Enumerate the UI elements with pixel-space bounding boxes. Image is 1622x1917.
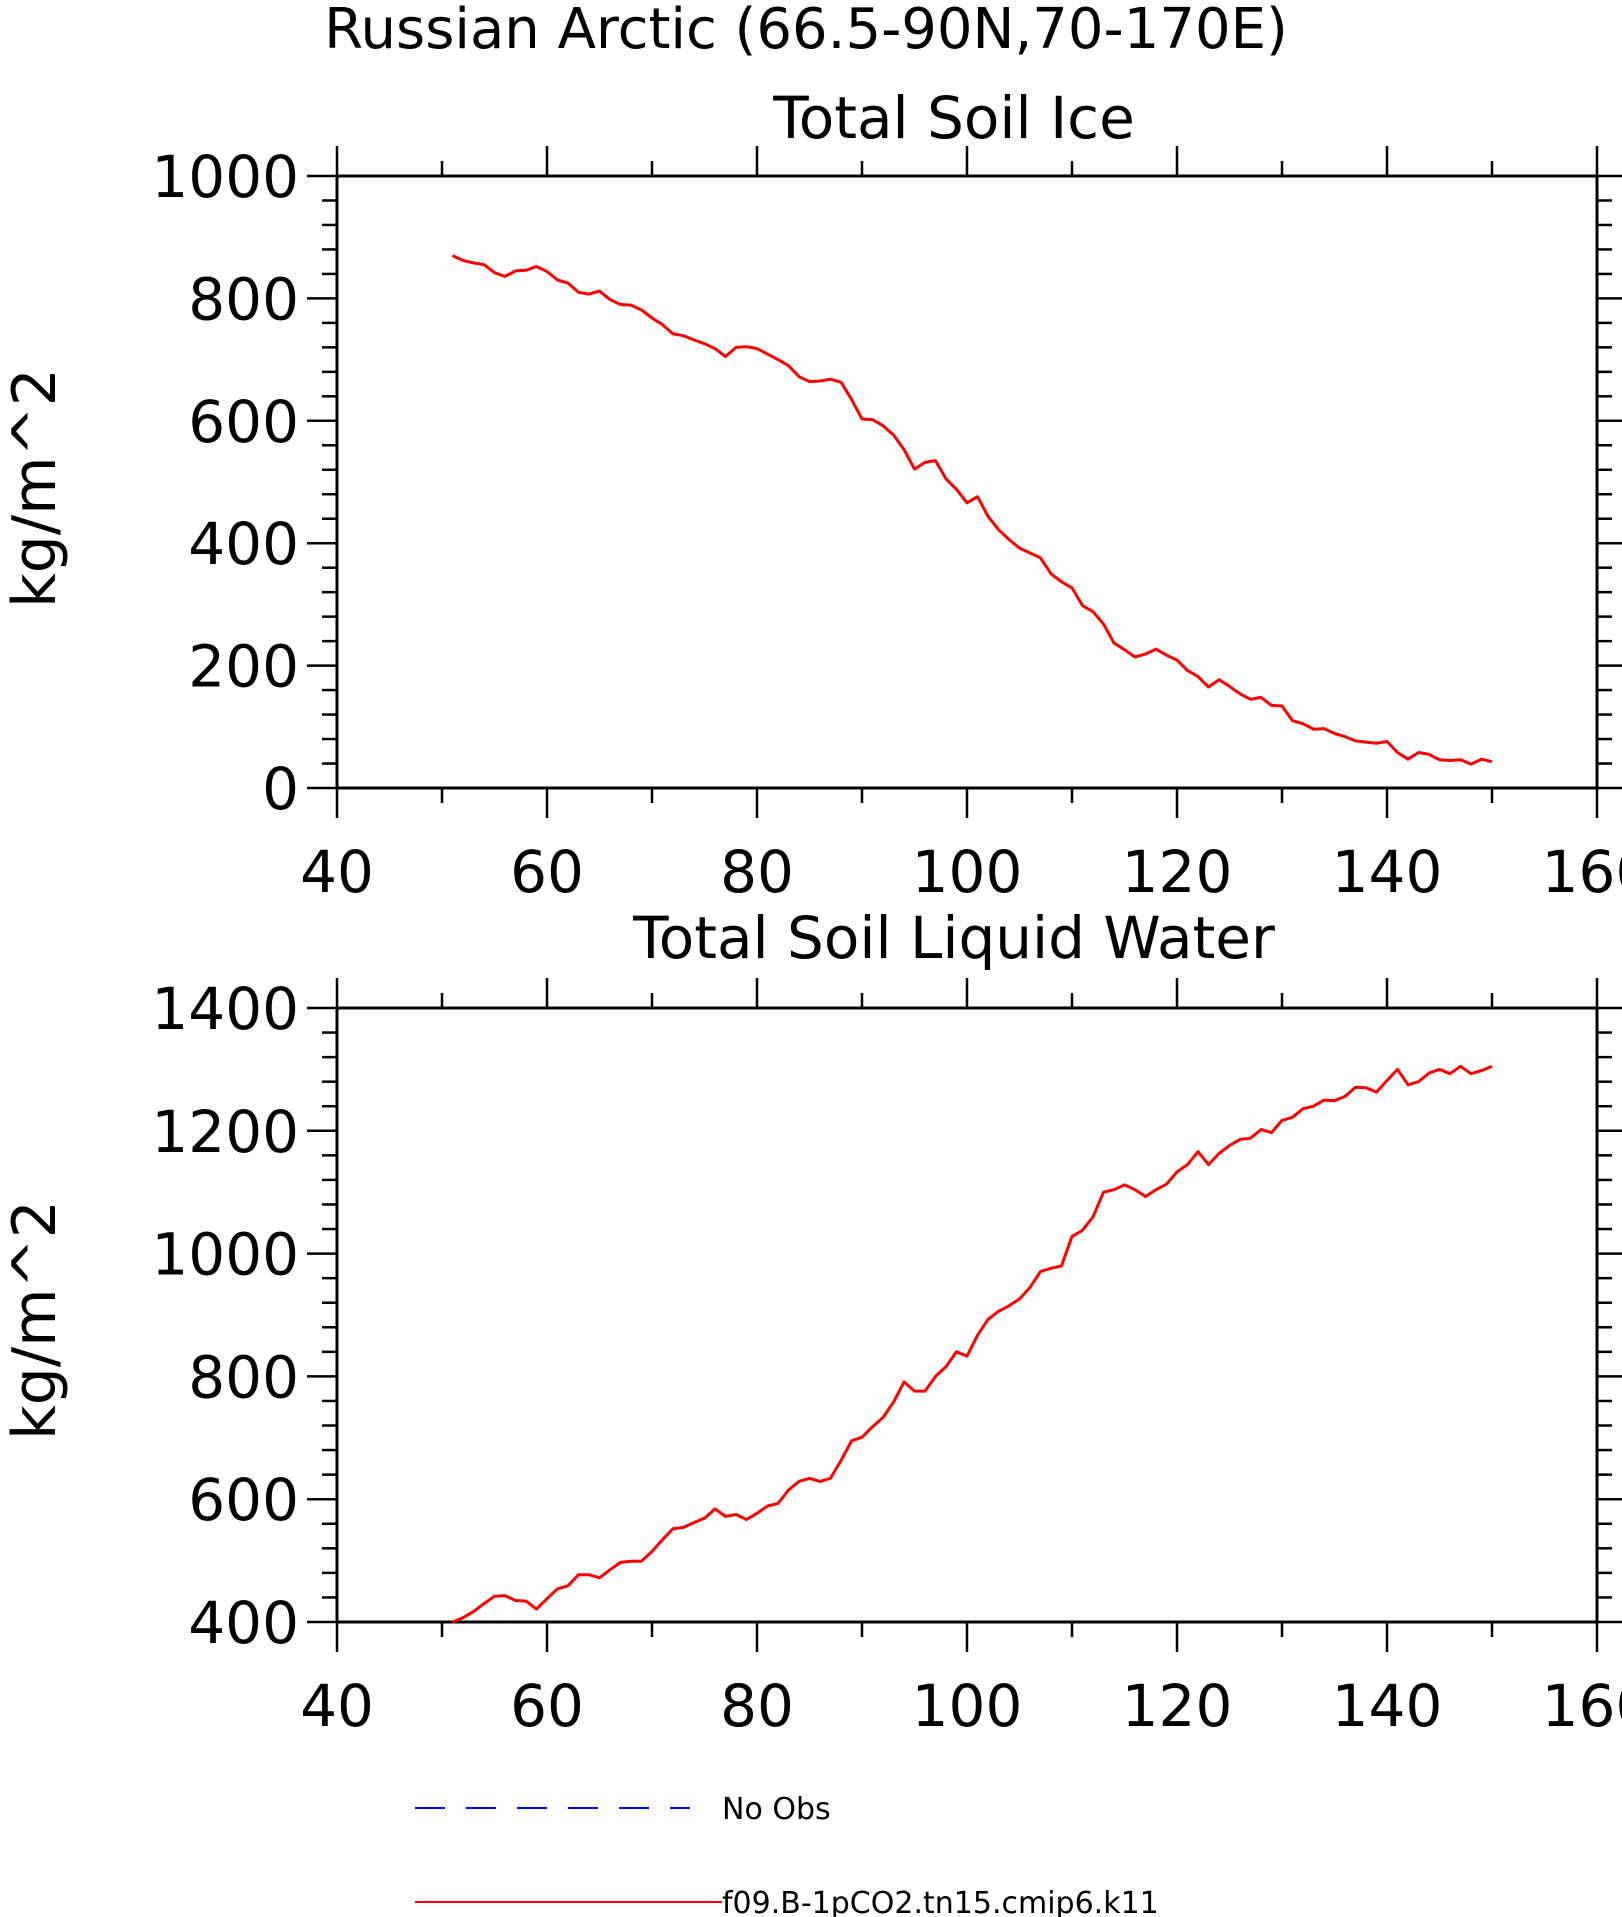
- panel-total-soil-liquid-water: Total Soil Liquid Water kg/m^2 40 60 80 100…: [0, 904, 1622, 1740]
- y-tick-label: 0: [262, 755, 299, 823]
- y-tick-label: 1000: [151, 1221, 299, 1289]
- y-tick-label: 400: [188, 510, 299, 578]
- x-tick-label: 40: [300, 838, 374, 906]
- ticks-soil-ice: [307, 146, 1622, 818]
- x-tick-label: 80: [720, 1672, 794, 1740]
- x-tick-label: 40: [300, 1672, 374, 1740]
- y-axis-label-soil-ice: kg/m^2: [0, 368, 70, 608]
- panel-title-soil-ice: Total Soil Ice: [772, 84, 1135, 152]
- x-tick-label: 140: [1332, 1672, 1443, 1740]
- tick-labels-soil-liquid-water: 40 60 80 100 120 140 160 400 600 800 1000 1200 1400: [151, 975, 1622, 1740]
- x-tick-label: 120: [1122, 1672, 1233, 1740]
- tick-labels-soil-ice: 40 60 80 100 120 140 160 0 200 400 600 800 1000: [151, 143, 1622, 906]
- x-tick-label: 60: [510, 1672, 584, 1740]
- x-tick-label: 120: [1122, 838, 1233, 906]
- x-tick-label: 160: [1542, 838, 1622, 906]
- series-line: [451, 254, 1493, 766]
- panel-total-soil-ice: Total Soil Ice kg/m^2 40 60 80 100 120 140 16 0…: [0, 84, 1622, 906]
- y-tick-label: 200: [188, 633, 299, 701]
- series-group-soil-liquid-water: [451, 1064, 1493, 1624]
- x-tick-label: 60: [510, 838, 584, 906]
- ticks-soil-liquid-water: [307, 978, 1622, 1652]
- x-tick-label: 100: [912, 1672, 1023, 1740]
- x-tick-label: 80: [720, 838, 794, 906]
- y-tick-label: 600: [188, 1466, 299, 1534]
- series-group-soil-ice: [451, 254, 1493, 766]
- legend-label-model: f09.B-1pCO2.tn15.cmip6.k11: [722, 1886, 1159, 1917]
- figure-title: Russian Arctic (66.5-90N,70-170E): [324, 0, 1288, 62]
- legend-label-no-obs: No Obs: [722, 1792, 831, 1827]
- y-tick-label: 1000: [151, 143, 299, 211]
- y-tick-label: 400: [188, 1589, 299, 1657]
- y-tick-label: 1400: [151, 975, 299, 1043]
- y-tick-label: 800: [188, 265, 299, 333]
- legend: No Obs f09.B-1pCO2.tn15.cmip6.k11: [415, 1792, 1159, 1917]
- y-axis-label-soil-liquid-water: kg/m^2: [0, 1200, 70, 1440]
- series-line: [451, 1064, 1493, 1624]
- y-tick-label: 600: [188, 388, 299, 456]
- x-tick-label: 140: [1332, 838, 1443, 906]
- plot-frame-soil-liquid-water: [335, 1006, 1599, 1624]
- plot-frame-soil-ice: [335, 174, 1599, 790]
- x-tick-label: 100: [912, 838, 1023, 906]
- x-tick-label: 160: [1542, 1672, 1622, 1740]
- panel-title-soil-liquid-water: Total Soil Liquid Water: [632, 904, 1275, 972]
- y-tick-label: 800: [188, 1343, 299, 1411]
- y-tick-label: 1200: [151, 1098, 299, 1166]
